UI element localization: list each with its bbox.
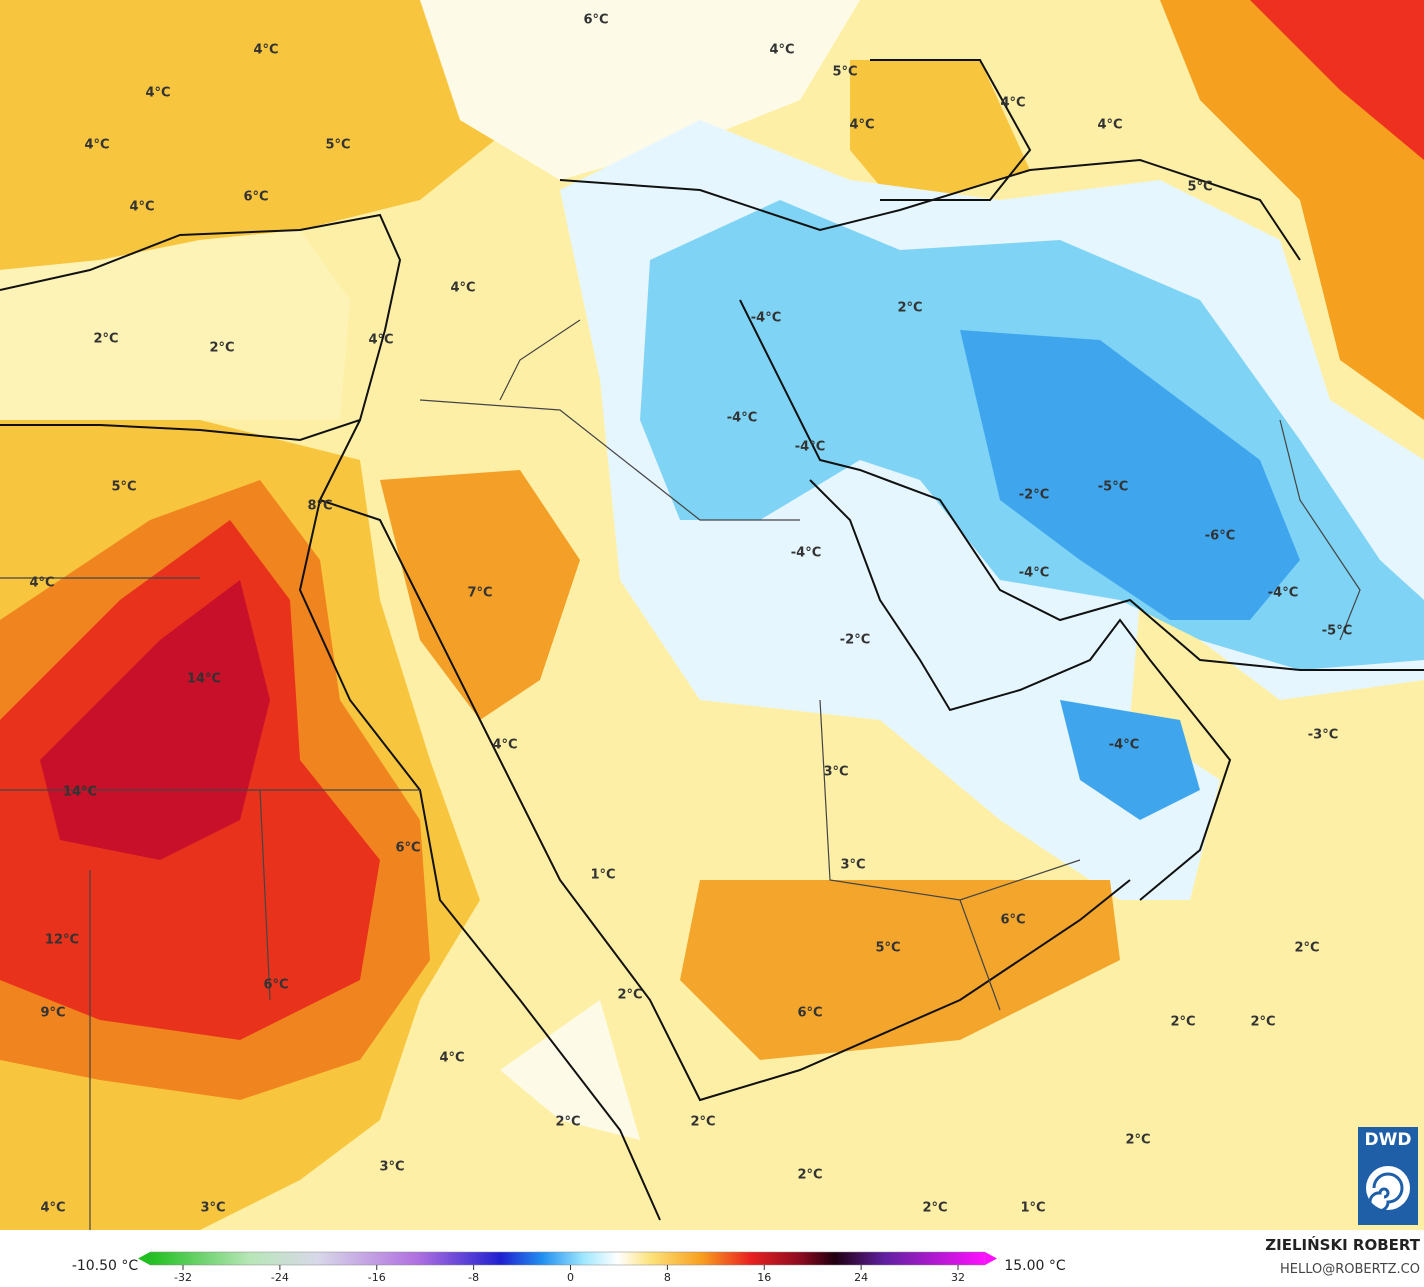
temperature-label: -4°C (795, 440, 825, 455)
temperature-label: 4°C (849, 118, 874, 133)
temperature-label: 2°C (1170, 1015, 1195, 1030)
temperature-label: 4°C (450, 281, 475, 296)
temperature-label: 9°C (40, 1006, 65, 1021)
temperature-label: -3°C (1308, 728, 1338, 743)
temperature-label: 4°C (1097, 118, 1122, 133)
temperature-label: 2°C (209, 341, 234, 356)
temperature-label: -4°C (1109, 738, 1139, 753)
temperature-label: 8°C (307, 499, 332, 514)
colorbar-tick-label: 8 (664, 1271, 671, 1284)
temperature-label: -2°C (840, 633, 870, 648)
temperature-label: 4°C (253, 43, 278, 58)
colorbar-low-arrow (138, 1252, 150, 1265)
temperature-label: 14°C (187, 672, 221, 687)
temperature-label: -4°C (1019, 566, 1049, 581)
temperature-label: 2°C (555, 1115, 580, 1130)
colorbar-tick-label: 24 (854, 1271, 868, 1284)
temperature-label: -6°C (1205, 529, 1235, 544)
temperature-label: 5°C (111, 480, 136, 495)
colorbar-high-arrow (985, 1252, 997, 1265)
temperature-label: 14°C (63, 785, 97, 800)
temperature-label: 4°C (145, 86, 170, 101)
temperature-label: 2°C (1125, 1133, 1150, 1148)
temperature-label: 2°C (1250, 1015, 1275, 1030)
temperature-label: 2°C (617, 988, 642, 1003)
temperature-label: 6°C (1000, 913, 1025, 928)
temperature-label: 3°C (200, 1201, 225, 1216)
temperature-label: 5°C (875, 941, 900, 956)
temperature-label: 5°C (325, 138, 350, 153)
colorbar-tick-label: 0 (567, 1271, 574, 1284)
author: ZIELIŃSKI ROBERT (1265, 1235, 1420, 1254)
temperature-label: 1°C (1020, 1201, 1045, 1216)
temperature-label: 4°C (1000, 96, 1025, 111)
temperature-label: 4°C (40, 1201, 65, 1216)
temperature-label: 7°C (467, 586, 492, 601)
temperature-label: 6°C (263, 978, 288, 993)
temperature-label: 4°C (129, 200, 154, 215)
logo-text: DWD (1365, 1130, 1412, 1150)
temperature-label: 6°C (395, 841, 420, 856)
coastlines (0, 59, 1424, 1221)
temperature-label: 4°C (439, 1051, 464, 1066)
temperature-label: -4°C (791, 546, 821, 561)
temperature-label: 3°C (823, 765, 848, 780)
temperature-label: 6°C (797, 1006, 822, 1021)
colorbar-tick-label: -24 (271, 1271, 289, 1284)
temperature-label: 4°C (368, 333, 393, 348)
map-labels: 6°C 4°C 4°C 5°C 4°C 4°C 4°C 4°C 4°C 5°C 5°C 6°C 4°C 4… (29, 13, 1352, 1216)
temperature-label: 5°C (1187, 180, 1212, 195)
temperature-label: 4°C (492, 738, 517, 753)
temperature-label: 2°C (922, 1201, 947, 1216)
temperature-label: 6°C (243, 190, 268, 205)
temperature-label: -2°C (1019, 488, 1049, 503)
temperature-label: 5°C (832, 65, 857, 80)
colorbar-min-label: -10.50 °C (72, 1258, 139, 1274)
temperature-label: 12°C (45, 933, 79, 948)
colorbar-tick-label: 16 (757, 1271, 771, 1284)
temperature-label: 2°C (1294, 941, 1319, 956)
temperature-label: 4°C (29, 576, 54, 591)
logo: DWD (1358, 1127, 1418, 1225)
colorbar-tick-label: -32 (174, 1271, 192, 1284)
colorbar-tick-label: -8 (468, 1271, 479, 1284)
colorbar-tick-label: -16 (368, 1271, 386, 1284)
colorbar (149, 1251, 986, 1266)
temperature-label: 2°C (93, 332, 118, 347)
temperature-label: -5°C (1098, 480, 1128, 495)
temperature-label: -4°C (727, 411, 757, 426)
contact: HELLO@ROBERTZ.CO (1280, 1262, 1420, 1277)
temperature-label: 3°C (379, 1160, 404, 1175)
colorbar-ticks: -32 -24 -16 -8 0 8 16 24 32 (174, 1265, 965, 1284)
temperature-label: -4°C (751, 311, 781, 326)
temperature-label: 1°C (590, 868, 615, 883)
temperature-label: 4°C (769, 43, 794, 58)
temperature-label: 2°C (797, 1168, 822, 1183)
temperature-label: 3°C (840, 858, 865, 873)
temperature-label: -4°C (1268, 586, 1298, 601)
temperature-label: 6°C (583, 13, 608, 28)
temperature-label: -5°C (1322, 624, 1352, 639)
temperature-label: 2°C (897, 301, 922, 316)
colorbar-tick-label: 32 (951, 1271, 965, 1284)
temperature-label: 2°C (690, 1115, 715, 1130)
borders (0, 319, 1361, 1230)
colorbar-max-label: 15.00 °C (1004, 1258, 1066, 1274)
temperature-label: 4°C (84, 138, 109, 153)
